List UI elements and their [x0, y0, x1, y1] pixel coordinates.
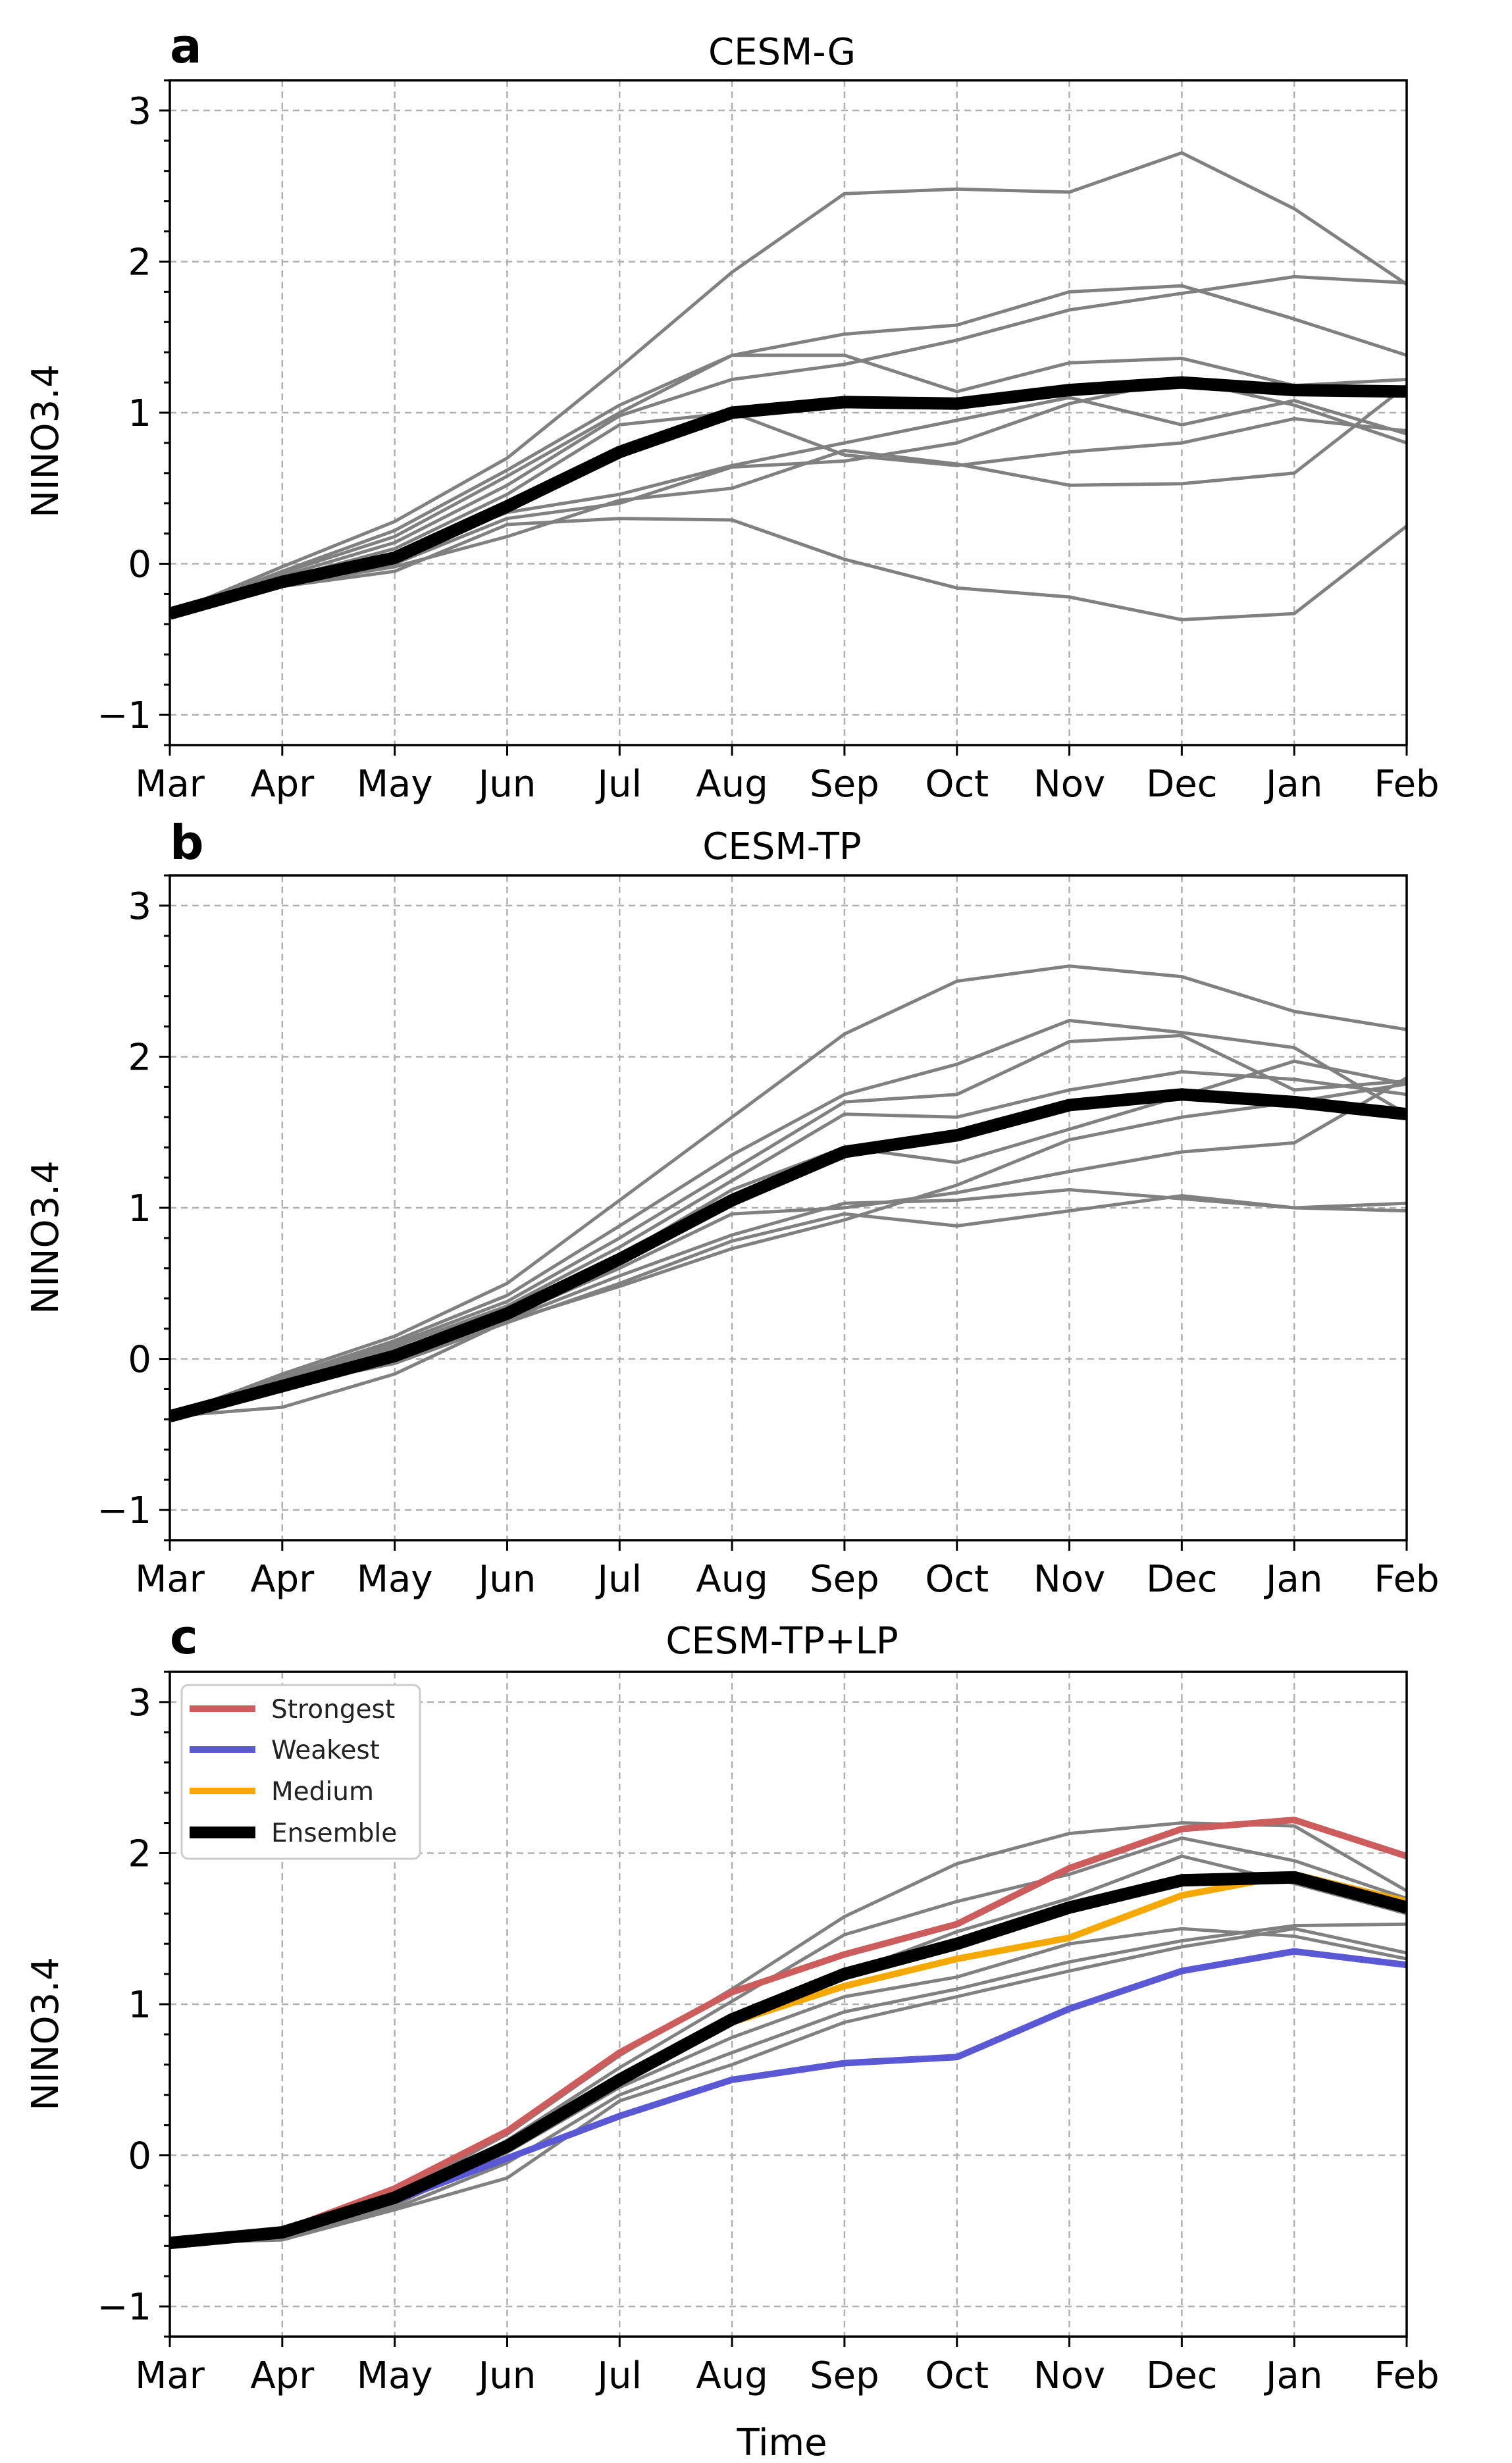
x-tick-label-b: Oct [925, 1558, 989, 1601]
panel-letter-b: b [170, 815, 204, 870]
legend-frame [180, 1684, 421, 1860]
x-tick-label-c: Jan [1264, 2354, 1322, 2397]
panel-b: b CESM-TP NINO3.4 3 2 1 0 −1 Mar Apr May Jun Jul A… [24, 815, 1440, 1601]
y-tick-label-b: 2 [128, 1036, 151, 1079]
y-tick-label-b: 0 [128, 1339, 151, 1382]
y-tick-label-c: 2 [128, 1832, 151, 1875]
x-tick-label-c: Dec [1146, 2354, 1217, 2397]
x-tick-label-a: Feb [1374, 763, 1439, 806]
member-line-b-1 [170, 964, 1407, 1418]
x-tick-label-a: Apr [250, 763, 315, 806]
y-axis-label-b: NINO3.4 [24, 1160, 67, 1314]
panel-a: a CESM-G NINO3.4 3 2 1 0 −1 Mar Apr May Jun Jul Au… [24, 18, 1440, 806]
x-tick-label-b: May [357, 1558, 433, 1601]
x-tick-label-a: Jun [477, 763, 536, 806]
x-tick-label-c: May [357, 2354, 433, 2397]
y-tick-label-a: 0 [128, 544, 151, 586]
member-line-a-5 [170, 411, 1407, 615]
legend: Strongest Weakest Medium Ensemble [180, 1684, 421, 1860]
x-tick-label-b: Feb [1374, 1558, 1439, 1601]
plot-area-a: 3 2 1 0 −1 Mar Apr May Jun Jul Aug Sep Oct Nov Dec Jan F… [97, 79, 1440, 806]
x-tick-label-a: Dec [1146, 763, 1217, 806]
member-line-a-1 [170, 151, 1407, 615]
y-tick-label-a: 2 [128, 241, 151, 284]
x-tick-label-c: Oct [925, 2354, 989, 2397]
x-tick-label-c: Apr [250, 2354, 315, 2397]
x-tick-label-b: Dec [1146, 1558, 1217, 1601]
x-tick-label-c: Aug [696, 2354, 768, 2397]
member-line-a-8 [170, 384, 1407, 615]
y-tick-label-a: −1 [97, 694, 151, 737]
x-tick-label-a: Mar [135, 763, 205, 806]
y-tick-label-a: 3 [128, 90, 151, 133]
x-tick-label-a: Aug [696, 763, 768, 806]
y-tick-label-c: 3 [128, 1682, 151, 1724]
x-tick-label-a: Oct [925, 763, 989, 806]
x-tick-label-b: Jan [1264, 1558, 1322, 1601]
x-tick-label-a: Sep [810, 763, 879, 806]
y-tick-label-b: 1 [128, 1187, 151, 1230]
member-line-a-3 [170, 353, 1407, 615]
member-line-c-4 [170, 1927, 1407, 2245]
strongest-line-c [170, 1817, 1407, 2246]
member-line-b-3 [170, 1033, 1407, 1418]
legend-label-weakest: Weakest [271, 1736, 380, 1765]
member-line-a-4 [170, 274, 1407, 615]
ensemble-line-c [170, 1871, 1407, 2250]
member-line-b-2 [170, 1018, 1407, 1418]
series-group-c [170, 1817, 1407, 2250]
y-tick-label-b: −1 [97, 1490, 151, 1532]
x-tick-label-b: Jul [595, 1558, 642, 1601]
panel-title-b: CESM-TP [702, 825, 861, 868]
panel-title-a: CESM-G [708, 31, 856, 74]
y-tick-label-c: 0 [128, 2135, 151, 2178]
y-tick-label-c: 1 [128, 1984, 151, 2027]
x-tick-label-a: Jul [595, 763, 642, 806]
legend-label-ensemble: Ensemble [271, 1819, 397, 1848]
y-axis-label-a: NINO3.4 [24, 364, 67, 517]
panel-c: c CESM-TP+LP NINO3.4 Time 3 2 1 0 −1 Mar Apr Ma… [24, 1609, 1440, 2463]
ensemble-line-b [170, 1088, 1407, 1422]
member-line-c-6 [170, 1927, 1407, 2245]
series-group-a [170, 151, 1407, 621]
x-tick-label-c: Mar [135, 2354, 205, 2397]
y-tick-label-a: 1 [128, 392, 151, 435]
x-tick-label-b: Sep [810, 1558, 879, 1601]
panel-title-c: CESM-TP+LP [665, 1620, 898, 1663]
x-tick-label-a: Nov [1033, 763, 1105, 806]
x-tick-label-b: Apr [250, 1558, 315, 1601]
panel-letter-c: c [170, 1609, 198, 1665]
x-tick-label-a: May [357, 763, 433, 806]
member-line-b-9 [170, 1082, 1407, 1418]
legend-label-strongest: Strongest [271, 1695, 395, 1724]
legend-label-medium: Medium [271, 1777, 374, 1807]
x-tick-label-b: Jun [477, 1558, 536, 1601]
x-tick-label-c: Sep [810, 2354, 879, 2397]
ensemble-line-a [170, 376, 1407, 620]
x-tick-label-a: Jan [1264, 763, 1322, 806]
x-tick-label-c: Nov [1033, 2354, 1105, 2397]
member-line-b-4 [170, 1070, 1407, 1418]
member-line-a-9 [170, 517, 1407, 621]
x-tick-label-b: Mar [135, 1558, 205, 1601]
y-axis-label-c: NINO3.4 [24, 1957, 67, 2110]
panel-letter-a: a [170, 18, 202, 74]
x-tick-label-b: Aug [696, 1558, 768, 1601]
x-axis-label-c: Time [736, 2422, 827, 2463]
series-group-b [170, 964, 1407, 1422]
x-tick-label-c: Jun [477, 2354, 536, 2397]
x-tick-label-b: Nov [1033, 1558, 1105, 1601]
y-tick-label-c: −1 [97, 2286, 151, 2329]
x-tick-label-c: Feb [1374, 2354, 1439, 2397]
x-tick-label-c: Jul [595, 2354, 642, 2397]
plot-area-b: 3 2 1 0 −1 Mar Apr May Jun Jul Aug Sep Oct Nov Dec Jan F… [97, 874, 1440, 1601]
y-tick-label-b: 3 [128, 885, 151, 928]
